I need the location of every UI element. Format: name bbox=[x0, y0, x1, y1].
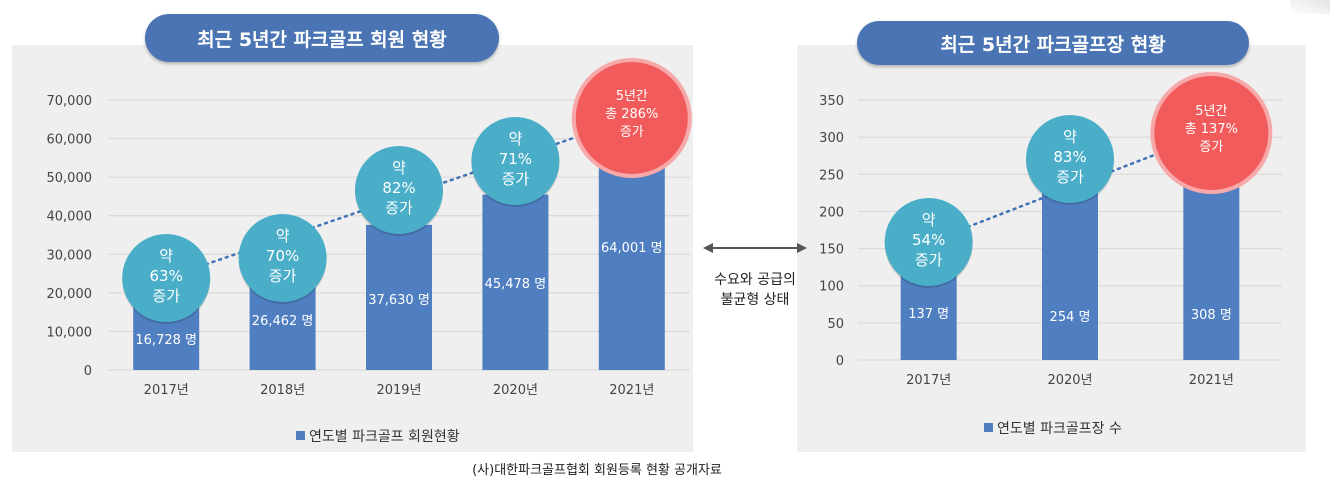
members-data-label: 26,462 명 bbox=[252, 314, 314, 329]
courses-data-label: 254 명 bbox=[1050, 310, 1091, 325]
members-bubble-text: 증가 bbox=[152, 287, 180, 305]
members-bubble-text: 증가 bbox=[502, 170, 530, 188]
courses-x-tick-label: 2017년 bbox=[906, 373, 951, 388]
members-bubble-text: 63% bbox=[150, 267, 183, 285]
members-bubble-text: 70% bbox=[266, 247, 299, 265]
members-y-tick-label: 20,000 bbox=[47, 287, 93, 302]
courses-y-tick-label: 0 bbox=[836, 354, 844, 369]
members-growth-bubble bbox=[471, 117, 560, 205]
courses-chart: 0 50 100 150 200 250 300 350 137 명 254 명 308 명 2017… bbox=[819, 72, 1282, 437]
annotation-line-1: 수요와 공급의 bbox=[714, 272, 796, 288]
members-y-tick-label: 10,000 bbox=[47, 325, 93, 340]
members-highlight-bubble bbox=[575, 62, 688, 174]
courses-bubble-text: 증가 bbox=[1056, 168, 1084, 186]
members-x-tick-label: 2018년 bbox=[260, 383, 305, 398]
members-growth-bubble bbox=[355, 146, 443, 234]
members-y-tick-label: 70,000 bbox=[47, 94, 93, 109]
members-growth-bubble bbox=[238, 214, 327, 302]
members-bubble-text: 증가 bbox=[269, 267, 297, 285]
members-data-label: 64,001 명 bbox=[601, 241, 663, 256]
courses-growth-bubble bbox=[1026, 115, 1114, 203]
members-y-tick-label: 0 bbox=[84, 364, 92, 379]
courses-bubble-text: 증가 bbox=[915, 251, 943, 269]
courses-growth-bubble bbox=[884, 198, 973, 286]
members-x-tick-label: 2019년 bbox=[376, 383, 421, 398]
members-data-label: 45,478 명 bbox=[485, 277, 547, 292]
courses-bubble-text: 약 bbox=[1063, 128, 1077, 146]
courses-highlight-text: 증가 bbox=[1199, 140, 1223, 155]
courses-y-tick-label: 350 bbox=[819, 94, 844, 109]
courses-highlight-bubble bbox=[1154, 76, 1269, 190]
members-data-label: 37,630 명 bbox=[368, 293, 430, 308]
courses-x-tick-label: 2021년 bbox=[1189, 373, 1234, 388]
members-legend-label: 연도별 파크골프 회원현황 bbox=[309, 429, 460, 445]
courses-y-tick-label: 100 bbox=[819, 280, 844, 295]
courses-y-tick-label: 200 bbox=[819, 205, 844, 220]
annotation-line-2: 불균형 상태 bbox=[721, 292, 790, 308]
members-y-tick-label: 60,000 bbox=[47, 133, 93, 148]
members-bar bbox=[482, 194, 549, 370]
courses-chart-title: 최근 5년간 파크골프장 현황 bbox=[857, 21, 1249, 65]
members-growth-bubble bbox=[122, 234, 211, 322]
members-y-tick-label: 30,000 bbox=[47, 248, 93, 263]
courses-bubble-text: 54% bbox=[912, 231, 945, 249]
members-legend-swatch bbox=[296, 431, 305, 440]
courses-bubble-text: 83% bbox=[1053, 148, 1086, 166]
members-highlight-text: 5년간 bbox=[616, 89, 648, 104]
members-x-tick-label: 2021년 bbox=[609, 383, 654, 398]
members-bubble-text: 약 bbox=[392, 159, 406, 177]
members-bubble-text: 71% bbox=[499, 150, 532, 168]
corner-decoration bbox=[1290, 0, 1330, 14]
courses-data-label: 137 명 bbox=[908, 307, 949, 322]
courses-x-tick-label: 2020년 bbox=[1047, 373, 1092, 388]
members-x-tick-label: 2020년 bbox=[493, 383, 538, 398]
courses-highlight-text: 총 137% bbox=[1185, 122, 1238, 137]
members-chart-title: 최근 5년간 파크골프 회원 현황 bbox=[145, 14, 499, 62]
courses-data-label: 308 명 bbox=[1191, 308, 1232, 323]
courses-legend-swatch bbox=[984, 423, 993, 432]
courses-bubble-text: 약 bbox=[922, 211, 936, 229]
members-bubble-text: 약 bbox=[508, 130, 522, 148]
members-bubble-text: 약 bbox=[159, 247, 173, 265]
courses-y-tick-label: 50 bbox=[827, 317, 844, 332]
members-bar bbox=[366, 224, 432, 370]
members-chart: 0 10,000 20,000 30,000 40,000 50,000 60,000 70,… bbox=[47, 58, 692, 445]
members-bubble-text: 증가 bbox=[385, 199, 413, 217]
members-y-tick-label: 40,000 bbox=[47, 210, 93, 225]
members-highlight-text: 증가 bbox=[620, 125, 644, 140]
members-bubble-text: 82% bbox=[382, 179, 415, 197]
courses-y-tick-label: 250 bbox=[819, 168, 844, 183]
courses-highlight-text: 5년간 bbox=[1195, 104, 1227, 119]
members-data-label: 16,728 명 bbox=[135, 333, 197, 348]
members-bubble-text: 약 bbox=[276, 227, 290, 245]
members-y-tick-label: 50,000 bbox=[47, 171, 93, 186]
courses-y-tick-label: 300 bbox=[819, 131, 844, 146]
members-x-tick-label: 2017년 bbox=[144, 383, 189, 398]
source-note: (사)대한파크골프협회 회원등록 현황 공개자료 bbox=[472, 463, 722, 478]
members-highlight-text: 총 286% bbox=[605, 107, 658, 122]
courses-legend-label: 연도별 파크골프장 수 bbox=[997, 421, 1122, 437]
courses-y-tick-label: 150 bbox=[819, 243, 844, 258]
